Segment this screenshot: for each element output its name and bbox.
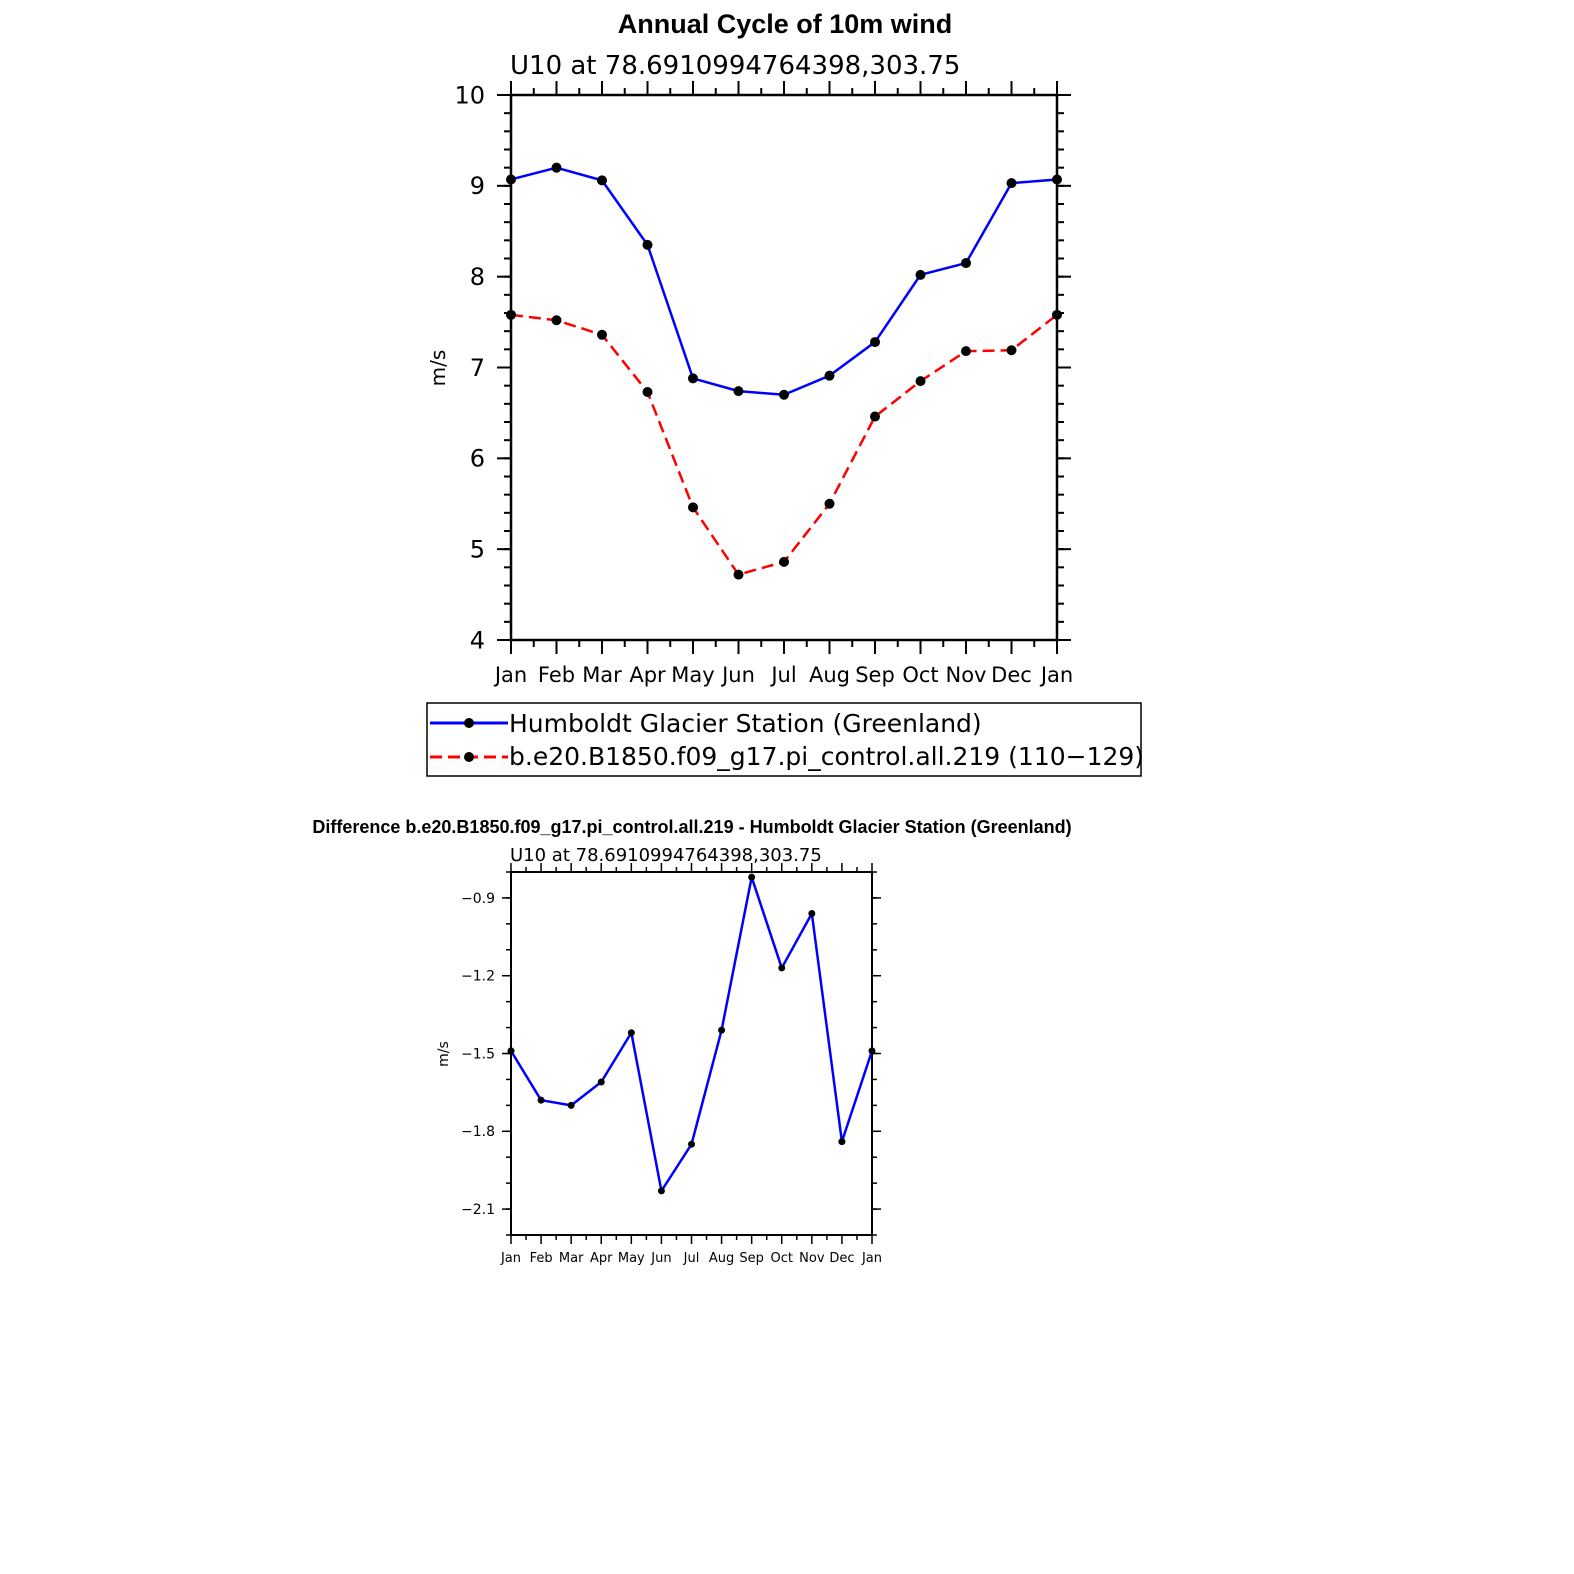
chart1-xtick-label: May	[671, 663, 714, 687]
chart1-title: Annual Cycle of 10m wind	[618, 9, 953, 39]
chart1-xtick-label: Jun	[720, 663, 755, 687]
chart1-series-1-point	[915, 376, 926, 387]
chart1-series-0-point	[1006, 178, 1017, 189]
chart1-xtick-label: Jan	[1039, 663, 1073, 687]
chart1-series-0-point	[642, 239, 653, 250]
chart1-series-1-point	[597, 329, 607, 340]
chart2-xtick-label: Jul	[683, 1251, 700, 1266]
chart2-series-0-point	[748, 873, 756, 881]
chart2-series-0-point	[597, 1078, 605, 1086]
legend-label-red: b.e20.B1850.f09_g17.pi_control.all.219 (…	[509, 742, 1144, 771]
chart2-series-0-point	[868, 1047, 876, 1055]
chart1-series-1-point	[1052, 309, 1062, 320]
chart1-series-1-point	[870, 411, 880, 422]
chart1-series-1-line	[510, 313, 1058, 576]
chart2-xtick-label: Aug	[709, 1251, 734, 1266]
chart1-series-1-point	[551, 315, 562, 326]
chart2-series-0-point	[808, 909, 816, 917]
chart1-legend: Humboldt Glacier Station (Greenland) b.e…	[426, 702, 1144, 777]
chart2-xtick-label: May	[618, 1251, 645, 1266]
chart2-ytick-label: −1.2	[461, 969, 495, 985]
chart1-xtick-label: Nov	[946, 663, 987, 687]
chart2-ylabel: m/s	[436, 1041, 452, 1067]
chart1-xtick-label: Sep	[855, 663, 895, 687]
legend-box	[426, 702, 1142, 777]
chart1-ytick-label: 7	[470, 354, 485, 382]
legend-marker-red	[464, 752, 474, 762]
chart1-series-0-point	[1052, 174, 1062, 185]
chart1-series-0-point	[779, 389, 789, 400]
chart1-ytick-label: 6	[470, 445, 485, 473]
chart2-series-0-point	[778, 964, 786, 972]
chart1-xtick-label: Jan	[493, 663, 527, 687]
chart2-subtitle: U10 at 78.6910994764398,303.75	[510, 845, 822, 866]
chart1-series-0-point	[551, 162, 562, 173]
legend-label-blue: Humboldt Glacier Station (Greenland)	[509, 709, 982, 738]
chart1-series-0-point	[506, 174, 516, 185]
chart2-series-0-point	[627, 1029, 635, 1037]
chart1-series-0-point	[870, 337, 880, 348]
chart2-ytick-label: −2.1	[461, 1202, 495, 1218]
chart2-series-0-point	[838, 1138, 846, 1146]
chart1-series-1-point	[1006, 345, 1017, 356]
chart1-ytick-label: 5	[470, 536, 485, 564]
chart2-xtick-label: Oct	[771, 1251, 793, 1266]
chart1-ylabel: m/s	[426, 350, 450, 387]
chart2-series-0-point	[688, 1140, 695, 1148]
chart2-ytick-label: −1.8	[461, 1124, 495, 1140]
chart1-ytick-label: 10	[454, 81, 485, 109]
chart1-series-1-point	[961, 346, 971, 357]
chart2-xtick-label: Dec	[829, 1251, 854, 1266]
chart2-frame	[510, 871, 873, 1236]
chart2-xtick-label: Jan	[861, 1251, 882, 1266]
chart2-xtick-label: Sep	[739, 1251, 764, 1266]
chart1-xtick-label: Jul	[769, 663, 796, 687]
chart1-ytick-label: 9	[470, 172, 485, 200]
chart2-ytick-label: −0.9	[461, 891, 495, 907]
chart2-series-0-point	[657, 1187, 665, 1195]
chart1-ytick-label: 4	[470, 626, 485, 654]
chart2-xtick-label: Apr	[590, 1251, 613, 1266]
chart2-xtick-label: Nov	[799, 1251, 825, 1266]
chart1-xtick-label: Feb	[538, 663, 575, 687]
chart2-ytick-label: −1.5	[461, 1046, 495, 1062]
chart1-ytick-label: 8	[470, 263, 485, 291]
chart1-xtick-label: Apr	[629, 663, 666, 687]
chart1-series-1-point	[688, 502, 698, 513]
chart2-xtick-label: Jun	[650, 1251, 671, 1266]
chart1-series-0-line	[510, 166, 1058, 396]
chart1-xtick-label: Dec	[991, 663, 1032, 687]
chart2-title: Difference b.e20.B1850.f09_g17.pi_contro…	[312, 817, 1071, 837]
chart1-series-0-point	[824, 370, 835, 381]
chart2-series-0-point	[567, 1101, 575, 1109]
chart1-series-1-point	[779, 556, 789, 567]
chart2-xtick-label: Mar	[559, 1251, 584, 1266]
chart1-subtitle: U10 at 78.6910994764398,303.75	[510, 51, 960, 81]
chart1-xtick-label: Mar	[582, 663, 622, 687]
chart2-xtick-label: Jan	[500, 1251, 521, 1266]
chart1-series-1-point	[824, 498, 835, 509]
chart2-plot: Jan Feb Mar Apr May Jun Jul Aug Sep Oct Nov Dec Jan −…	[461, 863, 882, 1266]
chart1-series-0-point	[961, 258, 971, 269]
chart1-series-1-point	[506, 309, 516, 320]
chart2-series-0-point	[507, 1047, 515, 1055]
legend-marker-blue	[464, 718, 474, 728]
chart1-series-0-point	[597, 175, 607, 186]
chart2-series-0-point	[537, 1096, 545, 1104]
chart2-series-0-point	[718, 1026, 726, 1034]
chart1-xtick-label: Aug	[809, 663, 850, 687]
chart1-series-1-point	[642, 387, 653, 398]
chart1-series-0-point	[733, 386, 744, 397]
chart1-series-0-point	[915, 269, 926, 280]
chart2-xtick-label: Feb	[530, 1251, 553, 1266]
chart1-series-0-point	[688, 373, 698, 384]
chart1-xtick-label: Oct	[902, 663, 938, 687]
chart1-plot: Jan Feb Mar Apr May Jun Jul Aug Sep Oct Nov Dec Jan 4…	[454, 81, 1073, 687]
chart1-series-1-point	[733, 569, 744, 580]
